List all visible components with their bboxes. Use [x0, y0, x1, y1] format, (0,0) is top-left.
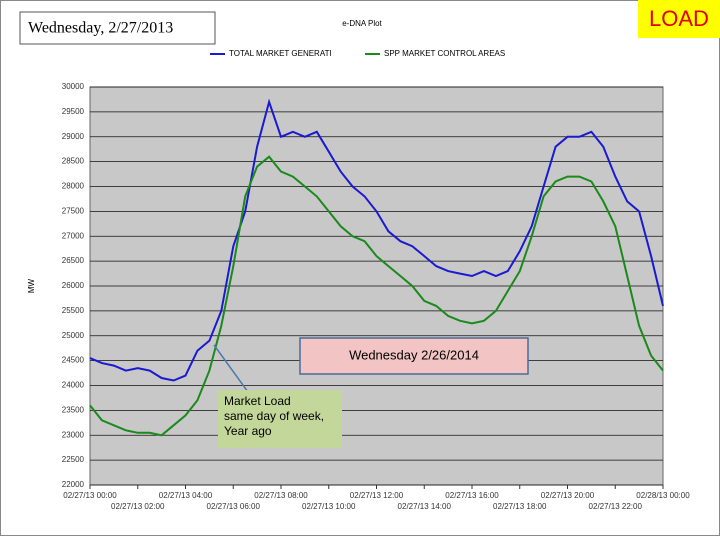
comparison-box — [299, 337, 529, 375]
annotation: Market Load same day of week, Year ago — [224, 394, 324, 438]
y-tick-label: 22000 — [62, 480, 85, 489]
chart-title: e-DNA Plot — [342, 19, 382, 28]
x-tick-label: 02/27/13 14:00 — [398, 502, 452, 511]
x-tick-label: 02/27/13 08:00 — [254, 491, 308, 500]
badge-box — [638, 0, 720, 38]
x-tick-label: 02/27/13 00:00 — [63, 491, 117, 500]
y-tick-label: 25500 — [62, 306, 85, 315]
y-axis-label: MW — [27, 278, 36, 293]
y-tick-label: 23000 — [62, 430, 85, 439]
legend-label: TOTAL MARKET GENERATI — [229, 49, 332, 58]
annotation-box — [218, 390, 342, 448]
y-tick-label: 25000 — [62, 331, 85, 340]
y-tick-label: 24000 — [62, 381, 85, 390]
x-tick-label: 02/27/13 20:00 — [541, 491, 595, 500]
x-tick-label: 02/27/13 04:00 — [159, 491, 213, 500]
y-tick-label: 24500 — [62, 356, 85, 365]
x-tick-label: 02/27/13 12:00 — [350, 491, 404, 500]
series-line — [89, 98, 664, 382]
x-tick-label: 02/27/13 22:00 — [589, 502, 643, 511]
date-title: Wednesday, 2/27/2013 — [28, 20, 173, 37]
badge: LOAD — [649, 6, 709, 31]
y-tick-label: 26000 — [62, 281, 85, 290]
y-tick-label: 26500 — [62, 256, 85, 265]
series-line — [89, 155, 664, 437]
date-box — [19, 11, 216, 45]
y-tick-label: 22500 — [62, 455, 85, 464]
annotation-arrow — [213, 344, 249, 393]
y-tick-label: 28500 — [62, 157, 85, 166]
y-tick-label: 23500 — [62, 405, 85, 414]
x-tick-label: 02/27/13 02:00 — [111, 502, 165, 511]
y-tick-label: 29500 — [62, 107, 85, 116]
x-tick-label: 02/27/13 16:00 — [445, 491, 499, 500]
y-tick-label: 30000 — [62, 82, 85, 91]
x-tick-label: 02/27/13 06:00 — [207, 502, 261, 511]
x-tick-label: 02/27/13 10:00 — [302, 502, 356, 511]
legend-label: SPP MARKET CONTROL AREAS — [384, 49, 505, 58]
x-tick-label: 02/27/13 18:00 — [493, 502, 547, 511]
y-tick-label: 28000 — [62, 182, 85, 191]
y-tick-label: 27500 — [62, 206, 85, 215]
y-tick-label: 29000 — [62, 132, 85, 141]
y-tick-label: 27000 — [62, 231, 85, 240]
comparison-label: Wednesday 2/26/2014 — [349, 347, 479, 362]
x-tick-label: 02/28/13 00:00 — [636, 491, 690, 500]
